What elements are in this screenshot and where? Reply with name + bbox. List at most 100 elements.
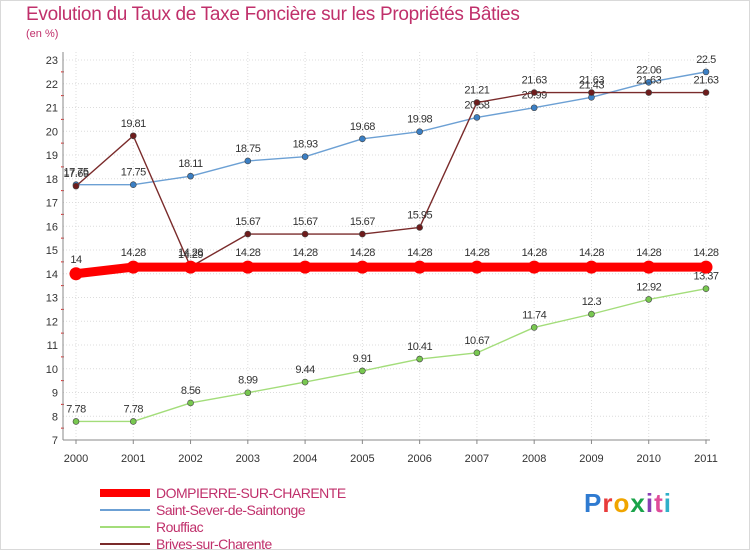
- data-label-dompierre-sur-charente: 14.28: [522, 247, 547, 259]
- proxiti-logo: Proxiti: [584, 488, 672, 519]
- data-label-brives-sur-charente: 15.67: [350, 216, 375, 228]
- data-label-rouffiac: 9.44: [295, 364, 315, 376]
- legend-label-saint-sever: Saint-Sever-de-Saintonge: [156, 501, 306, 518]
- data-label-brives-sur-charente: 14.29: [178, 249, 203, 261]
- data-label-dompierre-sur-charente: 14.28: [464, 247, 489, 259]
- data-label-saint-sever-de-saintonge: 17.75: [63, 167, 88, 179]
- data-label-brives-sur-charente: 17.69: [63, 168, 88, 180]
- x-tick-label: 2011: [694, 453, 718, 465]
- data-point-dompierre-sur-charente: [126, 260, 140, 274]
- logo-letter: i: [645, 488, 655, 518]
- data-point-brives-sur-charente: [301, 230, 309, 238]
- y-tick-label: 8: [52, 411, 58, 423]
- y-tick-label: 10: [46, 364, 58, 376]
- data-point-brives-sur-charente: [416, 224, 423, 231]
- y-tick-label: 22: [46, 79, 58, 91]
- data-point-saint-sever-de-saintonge: [702, 68, 710, 76]
- data-label-brives-sur-charente: 21.63: [693, 75, 718, 87]
- x-tick-label: 2002: [178, 453, 202, 465]
- data-label-rouffiac: 12.92: [636, 281, 661, 293]
- data-point-saint-sever-de-saintonge: [530, 104, 538, 112]
- data-point-saint-sever-de-saintonge: [301, 153, 309, 160]
- data-label-rouffiac: 7.78: [124, 403, 144, 415]
- data-point-saint-sever-de-saintonge: [416, 128, 423, 136]
- legend-label-brives: Brives-sur-Charente: [156, 535, 272, 552]
- data-point-saint-sever-de-saintonge: [645, 79, 653, 86]
- data-label-saint-sever-de-saintonge: 18.11: [178, 158, 203, 170]
- data-point-brives-sur-charente: [473, 99, 481, 106]
- data-point-saint-sever-de-saintonge: [187, 172, 194, 180]
- y-tick-label: 7: [52, 435, 58, 447]
- legend-item-saint-sever: Saint-Sever-de-Saintonge: [100, 501, 346, 518]
- y-tick-label: 9: [52, 388, 58, 400]
- data-label-brives-sur-charente: 21.63: [579, 75, 604, 87]
- plot-area: [63, 52, 710, 440]
- logo-letter: P: [584, 488, 603, 518]
- data-point-brives-sur-charente: [359, 230, 366, 238]
- legend-item-rouffiac: Rouffiac: [100, 518, 346, 535]
- data-point-dompierre-sur-charente: [584, 260, 598, 274]
- logo-letter: i: [663, 488, 672, 518]
- logo-letter: o: [613, 488, 631, 518]
- data-point-dompierre-sur-charente: [241, 260, 255, 274]
- data-point-dompierre-sur-charente: [699, 260, 713, 274]
- data-label-rouffiac: 12.3: [582, 296, 602, 308]
- data-point-rouffiac: [72, 418, 80, 425]
- data-point-dompierre-sur-charente: [527, 260, 541, 274]
- data-point-rouffiac: [530, 324, 538, 331]
- data-point-rouffiac: [702, 285, 710, 293]
- data-label-brives-sur-charente: 21.21: [464, 85, 489, 97]
- series-line-rouffiac: [75, 288, 707, 423]
- unit-label: (en %): [26, 28, 59, 40]
- legend: DOMPIERRE-SUR-CHARENTE Saint-Sever-de-Sa…: [100, 484, 346, 552]
- y-tick-label: 13: [46, 293, 58, 305]
- logo-letter: x: [630, 488, 646, 518]
- x-tick-label: 2007: [465, 453, 489, 465]
- legend-swatch-brives: [100, 542, 150, 545]
- series-line-brives-sur-charente: [75, 91, 707, 268]
- x-tick-label: 2010: [636, 453, 660, 465]
- y-tick-label: 12: [46, 316, 58, 328]
- data-label-rouffiac: 8.99: [238, 375, 258, 387]
- data-label-saint-sever-de-saintonge: 22.06: [636, 64, 661, 76]
- data-label-brives-sur-charente: 21.63: [522, 75, 547, 87]
- data-point-rouffiac: [588, 310, 595, 318]
- data-point-rouffiac: [187, 399, 194, 407]
- legend-label-rouffiac: Rouffiac: [156, 518, 204, 535]
- data-point-brives-sur-charente: [244, 230, 252, 238]
- logo-letter: t: [654, 488, 664, 518]
- data-point-dompierre-sur-charente: [69, 267, 83, 281]
- legend-item-dompierre: DOMPIERRE-SUR-CHARENTE: [100, 484, 346, 501]
- data-label-dompierre-sur-charente: 14: [70, 254, 82, 266]
- y-tick-label: 15: [46, 245, 58, 257]
- data-point-rouffiac: [244, 389, 252, 397]
- data-label-saint-sever-de-saintonge: 18.75: [235, 143, 260, 155]
- data-label-rouffiac: 8.56: [181, 385, 201, 397]
- data-label-dompierre-sur-charente: 14.28: [178, 247, 203, 259]
- data-point-dompierre-sur-charente: [298, 260, 312, 274]
- data-point-rouffiac: [473, 349, 481, 357]
- legend-swatch-dompierre: [100, 488, 150, 497]
- data-point-rouffiac: [645, 296, 653, 303]
- data-label-saint-sever-de-saintonge: 21.43: [579, 79, 604, 91]
- data-label-dompierre-sur-charente: 14.28: [693, 247, 718, 259]
- data-point-dompierre-sur-charente: [413, 260, 427, 274]
- data-point-dompierre-sur-charente: [355, 260, 369, 274]
- data-label-rouffiac: 10.67: [464, 335, 489, 347]
- x-tick-label: 2009: [579, 453, 603, 465]
- chart-title: Evolution du Taux de Taxe Foncière sur l…: [26, 4, 520, 25]
- data-label-dompierre-sur-charente: 14.28: [121, 247, 146, 259]
- data-label-brives-sur-charente: 15.67: [293, 216, 318, 228]
- data-label-rouffiac: 13.37: [693, 271, 718, 283]
- y-tick-label: 17: [46, 198, 58, 210]
- data-point-brives-sur-charente: [72, 182, 80, 190]
- x-tick-label: 2008: [522, 453, 546, 465]
- legend-swatch-saint-sever: [100, 508, 150, 511]
- legend-label-dompierre: DOMPIERRE-SUR-CHARENTE: [156, 484, 346, 501]
- data-point-brives-sur-charente: [530, 89, 538, 96]
- data-point-dompierre-sur-charente: [642, 260, 656, 274]
- data-label-brives-sur-charente: 15.67: [235, 216, 260, 228]
- data-point-dompierre-sur-charente: [184, 260, 198, 274]
- y-tick-label: 11: [47, 340, 58, 352]
